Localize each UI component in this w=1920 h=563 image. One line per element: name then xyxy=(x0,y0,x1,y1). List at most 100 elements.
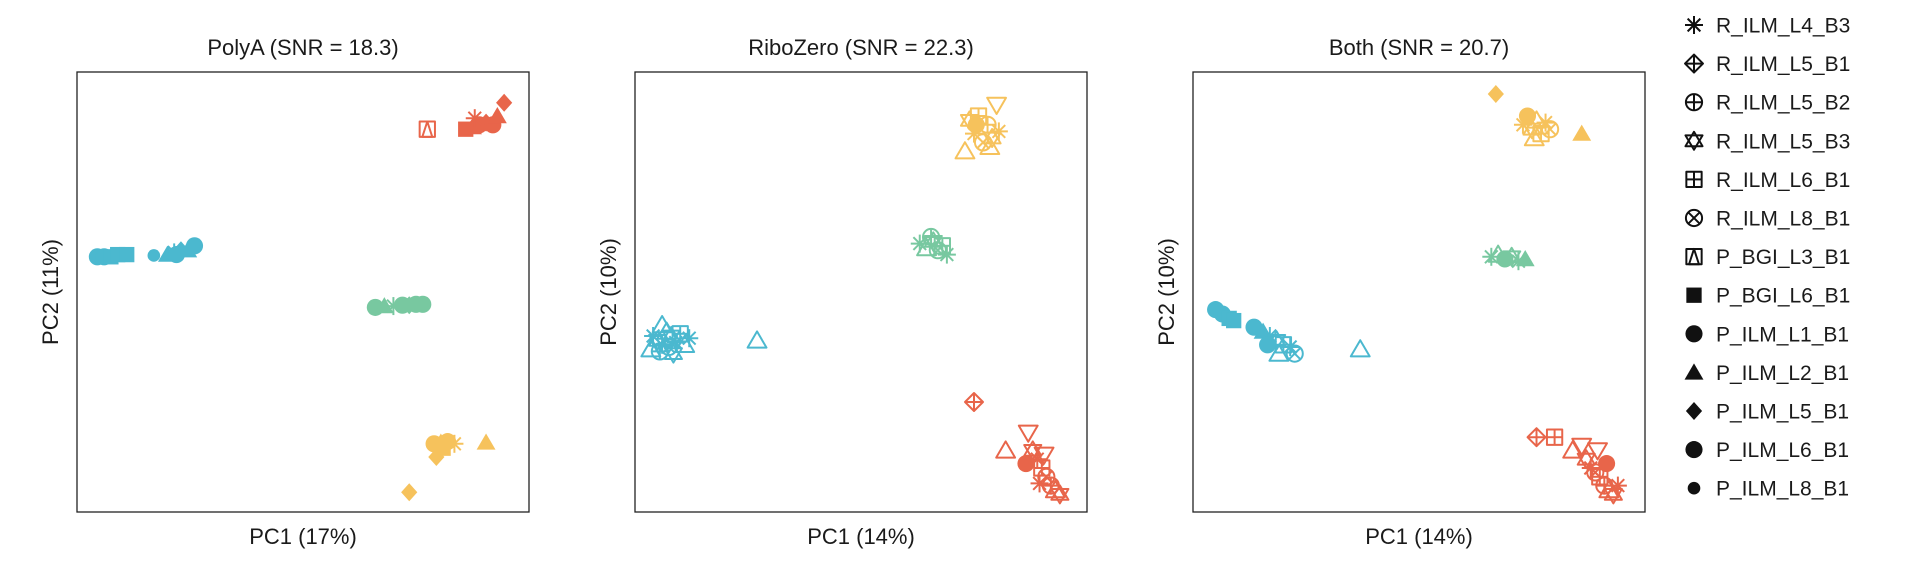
legend-item: R_ILM_L4_B3 xyxy=(1685,15,1850,38)
scatter-point xyxy=(496,93,513,112)
scatter-points xyxy=(640,96,1070,505)
scatter-point xyxy=(746,330,768,349)
plot-frame xyxy=(634,71,1088,513)
scatter-point xyxy=(119,246,135,263)
y-axis-label: PC2 (10%) xyxy=(596,238,621,346)
legend-item: R_ILM_L6_B1 xyxy=(1685,169,1850,192)
legend-label: R_ILM_L5_B2 xyxy=(1716,92,1850,115)
scatter-point xyxy=(428,448,445,466)
plot-frame xyxy=(76,71,530,513)
legend-item: P_ILM_L8_B1 xyxy=(1687,478,1849,501)
scatter-point xyxy=(967,116,985,134)
scatter-point xyxy=(1030,474,1049,493)
legend-label: P_BGI_L3_B1 xyxy=(1716,246,1850,269)
scatter-point xyxy=(185,237,204,255)
scatter-point xyxy=(921,227,941,247)
legend-item: P_BGI_L6_B1 xyxy=(1686,285,1850,308)
scatter-points xyxy=(1207,85,1627,505)
scatter-point xyxy=(995,440,1017,459)
scatter-point xyxy=(1017,424,1039,443)
legend-label: P_ILM_L5_B1 xyxy=(1716,401,1849,424)
scatter-point xyxy=(989,122,1008,141)
scatter-point xyxy=(640,339,662,358)
legend-item: R_ILM_L5_B1 xyxy=(1684,53,1850,76)
plot-frame xyxy=(1192,71,1646,513)
x-axis-label: PC1 (17%) xyxy=(249,524,357,549)
legend-label: R_ILM_L6_B1 xyxy=(1716,169,1850,192)
panel-title: RiboZero (SNR = 22.3) xyxy=(748,35,974,60)
legend-label: R_ILM_L4_B3 xyxy=(1716,15,1850,38)
legend-label: P_ILM_L8_B1 xyxy=(1716,478,1849,501)
legend-marker-square-slash-icon xyxy=(1685,247,1703,266)
x-axis-label: PC1 (14%) xyxy=(1365,524,1473,549)
legend-marker-circle-x-icon xyxy=(1684,208,1704,228)
scatter-point xyxy=(1526,427,1547,448)
scatter-point xyxy=(1515,250,1535,267)
y-axis-label: PC2 (11%) xyxy=(38,239,63,345)
scatter-point xyxy=(147,249,161,262)
panel-polya: PolyA (SNR = 18.3) PC1 (17%) PC2 (11%) xyxy=(38,35,530,549)
scatter-point xyxy=(1523,128,1545,147)
legend-marker-circle-filled-icon xyxy=(1685,325,1703,343)
scatter-point xyxy=(1540,120,1560,139)
scatter-point xyxy=(1587,442,1608,461)
scatter-point xyxy=(964,392,984,412)
legend-marker-asterisk-icon xyxy=(1685,16,1703,34)
scatter-point xyxy=(1259,336,1277,354)
scatter-point xyxy=(465,109,484,128)
scatter-point xyxy=(1226,312,1242,329)
scatter-point xyxy=(1017,455,1035,473)
scatter-point xyxy=(1598,455,1616,473)
legend-item: P_ILM_L1_B1 xyxy=(1685,323,1849,346)
legend-label: R_ILM_L8_B1 xyxy=(1716,208,1850,231)
scatter-point xyxy=(1545,428,1564,446)
legend-label: R_ILM_L5_B3 xyxy=(1716,130,1850,153)
panel-title: PolyA (SNR = 18.3) xyxy=(207,35,398,60)
legend-label: P_ILM_L2_B1 xyxy=(1716,362,1849,385)
legend-label: R_ILM_L5_B1 xyxy=(1716,53,1850,76)
scatter-point xyxy=(487,107,507,124)
scatter-point xyxy=(1487,85,1504,103)
legend-marker-diamond-filled-icon xyxy=(1685,402,1703,420)
legend-marker-circle-filled-icon xyxy=(1685,441,1703,459)
legend: R_ILM_L4_B3 R_ILM_L5_B1 R_ILM_L5_B2 R_ILM_L… xyxy=(1684,15,1850,501)
legend-label: P_BGI_L6_B1 xyxy=(1716,285,1850,308)
legend-item: R_ILM_L5_B2 xyxy=(1684,92,1850,115)
panel-both: Both (SNR = 20.7) PC1 (14%) PC2 (10%) xyxy=(1154,35,1646,549)
scatter-point xyxy=(418,120,436,138)
scatter-point xyxy=(414,295,432,313)
legend-item: R_ILM_L5_B3 xyxy=(1684,130,1850,153)
scatter-point xyxy=(937,245,956,264)
scatter-point xyxy=(1033,446,1055,465)
legend-marker-triangle-filled-icon xyxy=(1684,363,1704,380)
legend-item: P_ILM_L5_B1 xyxy=(1685,401,1849,424)
legend-marker-square-plus-icon xyxy=(1685,170,1703,189)
scatter-point xyxy=(979,136,1001,155)
scatter-points xyxy=(88,93,513,502)
legend-label: P_ILM_L1_B1 xyxy=(1716,323,1849,346)
scatter-point xyxy=(680,329,699,348)
legend-marker-square-filled-icon xyxy=(1686,287,1702,303)
scatter-point xyxy=(1572,124,1592,141)
scatter-point xyxy=(1349,339,1371,358)
y-axis-label: PC2 (10%) xyxy=(1154,238,1179,346)
legend-item: P_ILM_L6_B1 xyxy=(1685,439,1849,462)
scatter-point xyxy=(1285,344,1304,363)
legend-item: P_BGI_L3_B1 xyxy=(1685,246,1850,269)
scatter-point xyxy=(1571,437,1593,456)
scatter-point xyxy=(167,246,185,264)
scatter-point xyxy=(401,483,418,502)
scatter-point xyxy=(1268,343,1290,362)
panel-title: Both (SNR = 20.7) xyxy=(1329,35,1509,60)
scatter-point xyxy=(651,315,673,334)
scatter-point xyxy=(663,343,683,364)
legend-marker-hexagram-icon xyxy=(1684,130,1704,151)
legend-marker-circle-plus-icon xyxy=(1684,93,1704,112)
scatter-point xyxy=(954,141,976,160)
scatter-point xyxy=(1050,484,1070,505)
x-axis-label: PC1 (14%) xyxy=(807,524,915,549)
scatter-point xyxy=(476,433,496,450)
scatter-point xyxy=(650,342,669,361)
scatter-point xyxy=(671,325,689,343)
